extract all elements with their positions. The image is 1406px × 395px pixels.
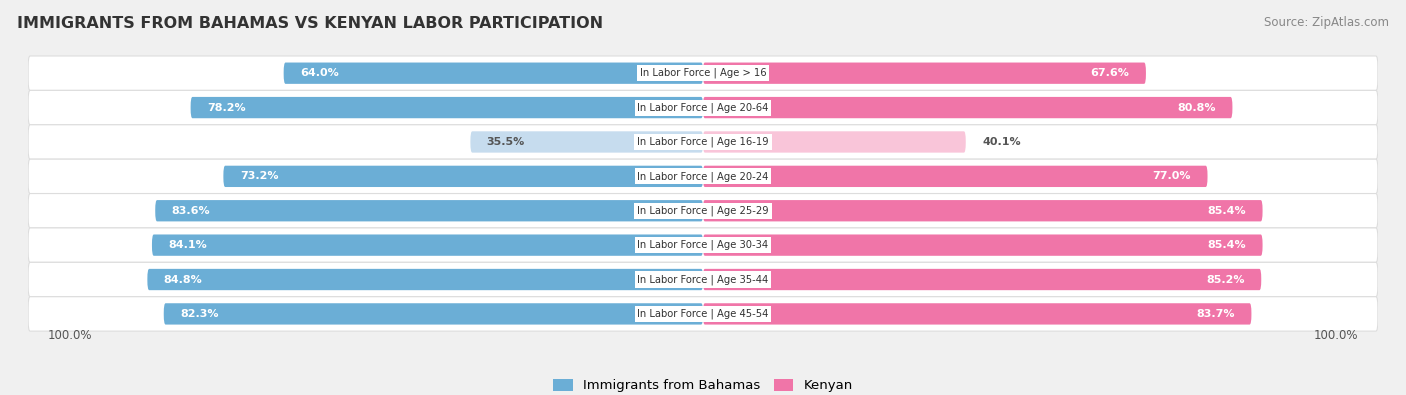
FancyBboxPatch shape xyxy=(284,62,703,84)
Text: In Labor Force | Age 45-54: In Labor Force | Age 45-54 xyxy=(637,308,769,319)
Text: 40.1%: 40.1% xyxy=(983,137,1021,147)
FancyBboxPatch shape xyxy=(28,194,1378,228)
FancyBboxPatch shape xyxy=(28,297,1378,331)
FancyBboxPatch shape xyxy=(28,90,1378,125)
FancyBboxPatch shape xyxy=(703,303,1251,325)
FancyBboxPatch shape xyxy=(703,200,1263,222)
Text: 83.6%: 83.6% xyxy=(172,206,211,216)
Text: 100.0%: 100.0% xyxy=(48,329,93,342)
Text: In Labor Force | Age 25-29: In Labor Force | Age 25-29 xyxy=(637,205,769,216)
Text: In Labor Force | Age > 16: In Labor Force | Age > 16 xyxy=(640,68,766,79)
FancyBboxPatch shape xyxy=(703,269,1261,290)
Text: 64.0%: 64.0% xyxy=(299,68,339,78)
Text: 85.4%: 85.4% xyxy=(1208,206,1246,216)
FancyBboxPatch shape xyxy=(471,131,703,152)
Text: In Labor Force | Age 30-34: In Labor Force | Age 30-34 xyxy=(637,240,769,250)
Text: 84.1%: 84.1% xyxy=(169,240,207,250)
Text: 100.0%: 100.0% xyxy=(1313,329,1358,342)
Text: 84.8%: 84.8% xyxy=(163,275,202,284)
FancyBboxPatch shape xyxy=(152,235,703,256)
Text: 77.0%: 77.0% xyxy=(1153,171,1191,181)
FancyBboxPatch shape xyxy=(224,166,703,187)
Text: 85.2%: 85.2% xyxy=(1206,275,1244,284)
Text: 80.8%: 80.8% xyxy=(1178,103,1216,113)
FancyBboxPatch shape xyxy=(148,269,703,290)
FancyBboxPatch shape xyxy=(28,125,1378,159)
Text: 67.6%: 67.6% xyxy=(1091,68,1129,78)
Legend: Immigrants from Bahamas, Kenyan: Immigrants from Bahamas, Kenyan xyxy=(547,373,859,395)
FancyBboxPatch shape xyxy=(703,62,1146,84)
Text: IMMIGRANTS FROM BAHAMAS VS KENYAN LABOR PARTICIPATION: IMMIGRANTS FROM BAHAMAS VS KENYAN LABOR … xyxy=(17,16,603,31)
Text: 35.5%: 35.5% xyxy=(486,137,524,147)
FancyBboxPatch shape xyxy=(703,131,966,152)
Text: 78.2%: 78.2% xyxy=(207,103,246,113)
Text: 83.7%: 83.7% xyxy=(1197,309,1234,319)
Text: In Labor Force | Age 20-24: In Labor Force | Age 20-24 xyxy=(637,171,769,182)
Text: 82.3%: 82.3% xyxy=(180,309,218,319)
Text: 73.2%: 73.2% xyxy=(240,171,278,181)
FancyBboxPatch shape xyxy=(191,97,703,118)
FancyBboxPatch shape xyxy=(703,235,1263,256)
FancyBboxPatch shape xyxy=(155,200,703,222)
FancyBboxPatch shape xyxy=(163,303,703,325)
FancyBboxPatch shape xyxy=(703,166,1208,187)
FancyBboxPatch shape xyxy=(28,262,1378,297)
FancyBboxPatch shape xyxy=(703,97,1233,118)
FancyBboxPatch shape xyxy=(28,228,1378,262)
Text: In Labor Force | Age 20-64: In Labor Force | Age 20-64 xyxy=(637,102,769,113)
Text: Source: ZipAtlas.com: Source: ZipAtlas.com xyxy=(1264,16,1389,29)
FancyBboxPatch shape xyxy=(28,159,1378,194)
Text: In Labor Force | Age 35-44: In Labor Force | Age 35-44 xyxy=(637,274,769,285)
Text: In Labor Force | Age 16-19: In Labor Force | Age 16-19 xyxy=(637,137,769,147)
FancyBboxPatch shape xyxy=(28,56,1378,90)
Text: 85.4%: 85.4% xyxy=(1208,240,1246,250)
